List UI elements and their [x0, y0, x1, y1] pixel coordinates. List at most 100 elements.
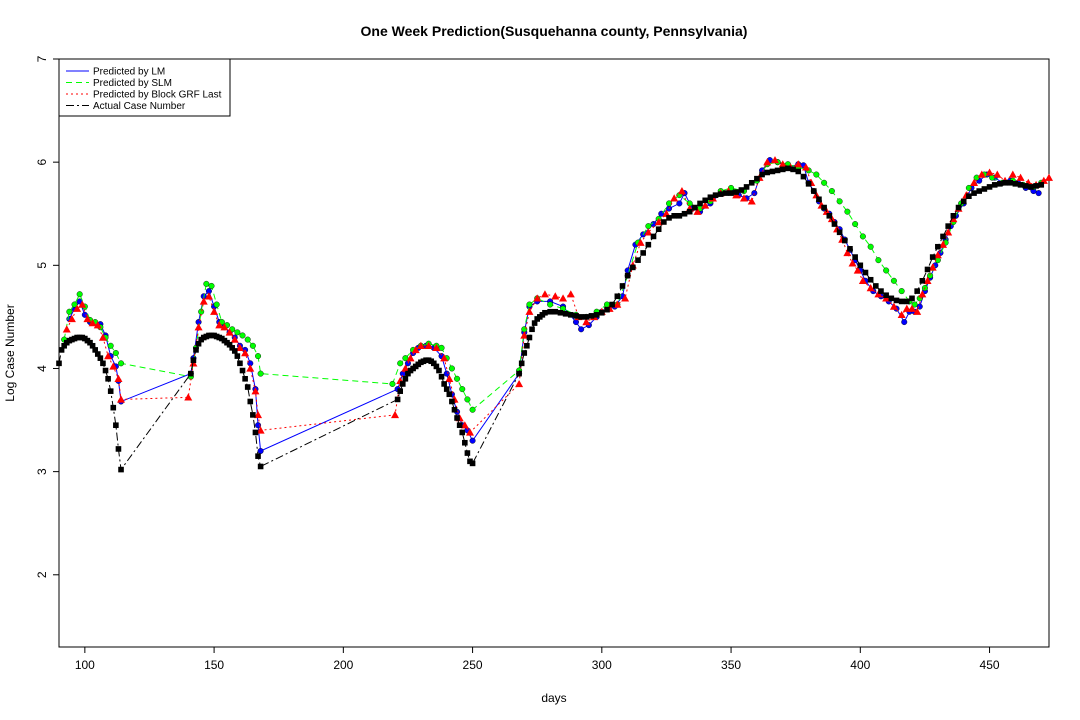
data-point — [105, 375, 111, 382]
data-point — [66, 308, 73, 315]
data-point — [239, 332, 246, 339]
data-point — [199, 297, 208, 305]
data-point — [241, 349, 250, 357]
data-point — [928, 263, 937, 271]
data-point — [399, 381, 406, 387]
data-point — [552, 308, 559, 315]
data-point — [1007, 179, 1014, 186]
data-point — [401, 364, 410, 372]
data-point — [609, 301, 615, 308]
data-point — [416, 341, 425, 349]
data-point — [449, 398, 455, 405]
data-point — [1035, 190, 1042, 197]
data-point — [562, 311, 569, 317]
data-point — [743, 184, 750, 190]
data-point — [702, 197, 709, 204]
data-point — [61, 342, 67, 349]
data-point — [551, 292, 560, 300]
data-point — [862, 269, 869, 276]
data-point — [654, 217, 663, 226]
data-point — [93, 321, 102, 329]
data-point — [971, 190, 977, 196]
data-point — [118, 360, 125, 367]
data-point — [255, 422, 262, 429]
data-point — [464, 396, 471, 403]
data-point — [902, 304, 911, 312]
data-point — [997, 181, 1003, 187]
data-point — [738, 187, 745, 193]
data-point — [244, 384, 251, 390]
data-point — [389, 380, 396, 387]
data-point — [402, 375, 409, 382]
data-point — [697, 200, 703, 207]
x-tick-label: 350 — [721, 658, 741, 672]
data-point — [1008, 170, 1017, 178]
data-point — [193, 347, 199, 353]
data-point — [859, 233, 866, 240]
data-point — [582, 318, 591, 326]
data-point — [935, 243, 941, 250]
series-1 — [61, 159, 1045, 413]
data-point — [826, 213, 833, 219]
data-point — [257, 463, 264, 470]
data-point — [927, 272, 934, 279]
data-point — [897, 310, 906, 319]
data-point — [763, 158, 772, 166]
data-point — [239, 367, 246, 374]
data-point — [748, 179, 755, 186]
data-point — [790, 166, 796, 173]
data-point — [981, 186, 988, 192]
data-point — [208, 282, 215, 289]
data-point — [255, 353, 262, 360]
x-tick-label: 450 — [980, 658, 1000, 672]
data-point — [244, 336, 251, 343]
data-point — [916, 303, 923, 310]
data-point — [460, 421, 469, 429]
data-point — [441, 381, 447, 387]
data-point — [526, 334, 533, 341]
series-layer — [56, 156, 1053, 473]
data-point — [778, 160, 787, 168]
data-point — [816, 196, 822, 203]
data-point — [433, 363, 440, 370]
y-tick-label: 4 — [35, 365, 49, 372]
x-axis-label: days — [541, 691, 566, 705]
data-point — [104, 352, 113, 360]
data-point — [529, 326, 535, 333]
data-point — [257, 370, 264, 377]
data-point — [670, 194, 679, 202]
y-tick-label: 7 — [35, 55, 49, 62]
x-tick-label: 250 — [463, 658, 483, 672]
data-point — [220, 323, 229, 331]
data-point — [234, 353, 241, 359]
data-point — [733, 189, 740, 195]
data-point — [693, 207, 702, 215]
data-point — [771, 156, 780, 164]
data-point — [940, 233, 946, 240]
data-point — [229, 345, 235, 351]
data-point — [524, 342, 530, 349]
data-point — [624, 272, 631, 279]
data-point — [114, 374, 123, 382]
data-point — [195, 340, 202, 347]
data-point — [94, 351, 101, 357]
data-point — [184, 393, 193, 401]
data-point — [573, 313, 579, 319]
data-point — [568, 312, 574, 318]
data-point — [707, 194, 714, 201]
y-tick-label: 3 — [35, 468, 49, 475]
data-point — [836, 198, 843, 205]
data-point — [210, 307, 219, 315]
data-point — [445, 374, 454, 382]
data-point — [966, 193, 972, 199]
data-point — [914, 288, 920, 294]
data-point — [640, 250, 646, 256]
legend-label: Predicted by LM — [93, 67, 165, 78]
data-point — [515, 379, 524, 388]
data-point — [255, 453, 261, 459]
data-point — [976, 188, 983, 194]
data-point — [465, 428, 474, 436]
data-point — [795, 168, 802, 175]
data-point — [88, 319, 97, 327]
